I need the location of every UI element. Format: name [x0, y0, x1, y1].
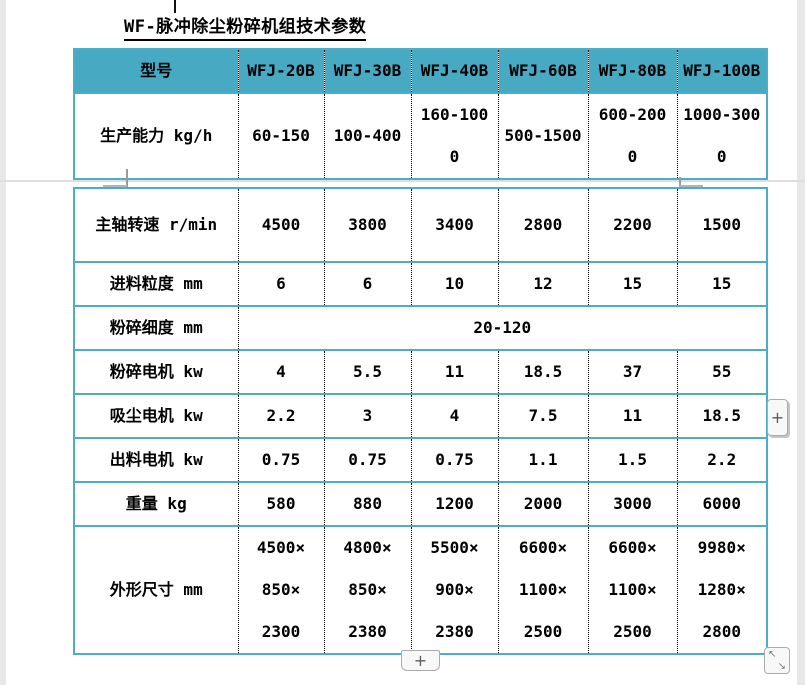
column-header[interactable]: WFJ-30B	[323, 48, 412, 94]
row-label[interactable]: 粉碎电机 kw	[73, 349, 239, 395]
row-label[interactable]: 外形尺寸 mm	[73, 525, 239, 655]
value-cell[interactable]: 12	[497, 261, 589, 307]
value-cell[interactable]: 2200	[587, 187, 678, 263]
value-cell[interactable]: 6600× 1100× 2500	[497, 525, 589, 655]
value-cell[interactable]: 4	[237, 349, 325, 395]
column-header[interactable]: WFJ-20B	[237, 48, 325, 94]
merged-value-cell[interactable]: 20-120	[237, 305, 768, 351]
value-cell[interactable]: 6	[323, 261, 412, 307]
value-cell[interactable]: 600-200 0	[587, 92, 678, 180]
table-row: 生产能力 kg/h 60-150 100-400 160-100 0 500-1500 60…	[73, 92, 768, 180]
table-row: 外形尺寸 mm 4500× 850× 2300 4800× 850× 2380 5500× 90…	[73, 525, 768, 655]
value-cell[interactable]: 5.5	[323, 349, 412, 395]
row-label-header[interactable]: 型号	[73, 48, 239, 94]
value-cell[interactable]: 2.2	[676, 437, 768, 483]
value-cell[interactable]: 500-1500	[497, 92, 589, 180]
value-cell[interactable]: 3400	[410, 187, 499, 263]
value-cell[interactable]: 18.5	[497, 349, 589, 395]
value-cell[interactable]: 3800	[323, 187, 412, 263]
row-label[interactable]: 粉碎细度 mm	[73, 305, 239, 351]
value-cell[interactable]: 10	[410, 261, 499, 307]
column-header[interactable]: WFJ-100B	[676, 48, 768, 94]
value-cell[interactable]: 60-150	[237, 92, 325, 180]
value-cell[interactable]: 2800	[497, 187, 589, 263]
value-cell[interactable]: 4800× 850× 2380	[323, 525, 412, 655]
table-resize-button[interactable]: ↖ ↘	[764, 647, 790, 674]
doc-title[interactable]: WF-脉冲除尘粉碎机组技术参数	[124, 17, 367, 41]
spec-table-part1: 型号 WFJ-20B WFJ-30B WFJ-40B WFJ-60B WFJ-80B WFJ…	[73, 48, 768, 180]
value-cell[interactable]: 2000	[497, 481, 589, 527]
column-header[interactable]: WFJ-80B	[587, 48, 678, 94]
table-row: 进料粒度 mm 6 6 10 12 15 15	[73, 261, 768, 307]
value-cell[interactable]: 11	[410, 349, 499, 395]
value-cell[interactable]: 1.5	[587, 437, 678, 483]
row-label[interactable]: 吸尘电机 kw	[73, 393, 239, 439]
column-header[interactable]: WFJ-40B	[410, 48, 499, 94]
split-handle-right-bar	[679, 185, 703, 188]
arrow-up-left-icon: ↖	[768, 649, 777, 660]
value-cell[interactable]: 37	[587, 349, 678, 395]
split-handle-left-line	[126, 169, 128, 188]
plus-icon: +	[413, 651, 428, 670]
arrow-down-right-icon: ↘	[777, 661, 786, 672]
column-header[interactable]: WFJ-60B	[497, 48, 589, 94]
value-cell[interactable]: 4500× 850× 2300	[237, 525, 325, 655]
value-cell[interactable]: 6600× 1100× 2500	[587, 525, 678, 655]
insert-row-button[interactable]: +	[401, 650, 440, 671]
value-cell[interactable]: 2.2	[237, 393, 325, 439]
value-cell[interactable]: 15	[587, 261, 678, 307]
row-label[interactable]: 出料电机 kw	[73, 437, 239, 483]
value-cell[interactable]: 4	[410, 393, 499, 439]
value-cell[interactable]: 18.5	[676, 393, 768, 439]
value-cell[interactable]: 1000-300 0	[676, 92, 768, 180]
value-cell[interactable]: 3000	[587, 481, 678, 527]
value-cell[interactable]: 1200	[410, 481, 499, 527]
spec-table-part2: 主轴转速 r/min 4500 3800 3400 2800 2200 1500 进料粒度 m…	[73, 187, 768, 655]
value-cell[interactable]: 160-100 0	[410, 92, 499, 180]
split-handle-right-line	[679, 177, 681, 188]
table-row: 主轴转速 r/min 4500 3800 3400 2800 2200 1500	[73, 187, 768, 263]
value-cell[interactable]: 15	[676, 261, 768, 307]
value-cell[interactable]: 5500× 900× 2380	[410, 525, 499, 655]
row-label[interactable]: 主轴转速 r/min	[73, 187, 239, 263]
row-label[interactable]: 进料粒度 mm	[73, 261, 239, 307]
value-cell[interactable]: 55	[676, 349, 768, 395]
plus-icon: +	[770, 408, 785, 427]
right-page-gutter	[797, 0, 805, 685]
value-cell[interactable]: 580	[237, 481, 325, 527]
page-split-line	[0, 180, 805, 182]
row-label[interactable]: 生产能力 kg/h	[73, 92, 239, 180]
value-cell[interactable]: 6	[237, 261, 325, 307]
row-label[interactable]: 重量 kg	[73, 481, 239, 527]
value-cell[interactable]: 0.75	[237, 437, 325, 483]
value-cell[interactable]: 3	[323, 393, 412, 439]
table-row: 吸尘电机 kw 2.2 3 4 7.5 11 18.5	[73, 393, 768, 439]
left-page-gutter	[0, 0, 6, 685]
table-row: 粉碎细度 mm 20-120	[73, 305, 768, 351]
value-cell[interactable]: 6000	[676, 481, 768, 527]
value-cell[interactable]: 1.1	[497, 437, 589, 483]
text-cursor	[174, 0, 176, 13]
value-cell[interactable]: 880	[323, 481, 412, 527]
table-header-row: 型号 WFJ-20B WFJ-30B WFJ-40B WFJ-60B WFJ-80B WFJ…	[73, 48, 768, 94]
insert-column-button[interactable]: +	[767, 399, 788, 436]
split-handle-left-bar	[103, 185, 127, 188]
table-row: 出料电机 kw 0.75 0.75 0.75 1.1 1.5 2.2	[73, 437, 768, 483]
value-cell[interactable]: 100-400	[323, 92, 412, 180]
value-cell[interactable]: 11	[587, 393, 678, 439]
table-row: 重量 kg 580 880 1200 2000 3000 6000	[73, 481, 768, 527]
value-cell[interactable]: 7.5	[497, 393, 589, 439]
value-cell[interactable]: 9980× 1280× 2800	[676, 525, 768, 655]
value-cell[interactable]: 0.75	[410, 437, 499, 483]
value-cell[interactable]: 0.75	[323, 437, 412, 483]
value-cell[interactable]: 4500	[237, 187, 325, 263]
table-row: 粉碎电机 kw 4 5.5 11 18.5 37 55	[73, 349, 768, 395]
value-cell[interactable]: 1500	[676, 187, 768, 263]
